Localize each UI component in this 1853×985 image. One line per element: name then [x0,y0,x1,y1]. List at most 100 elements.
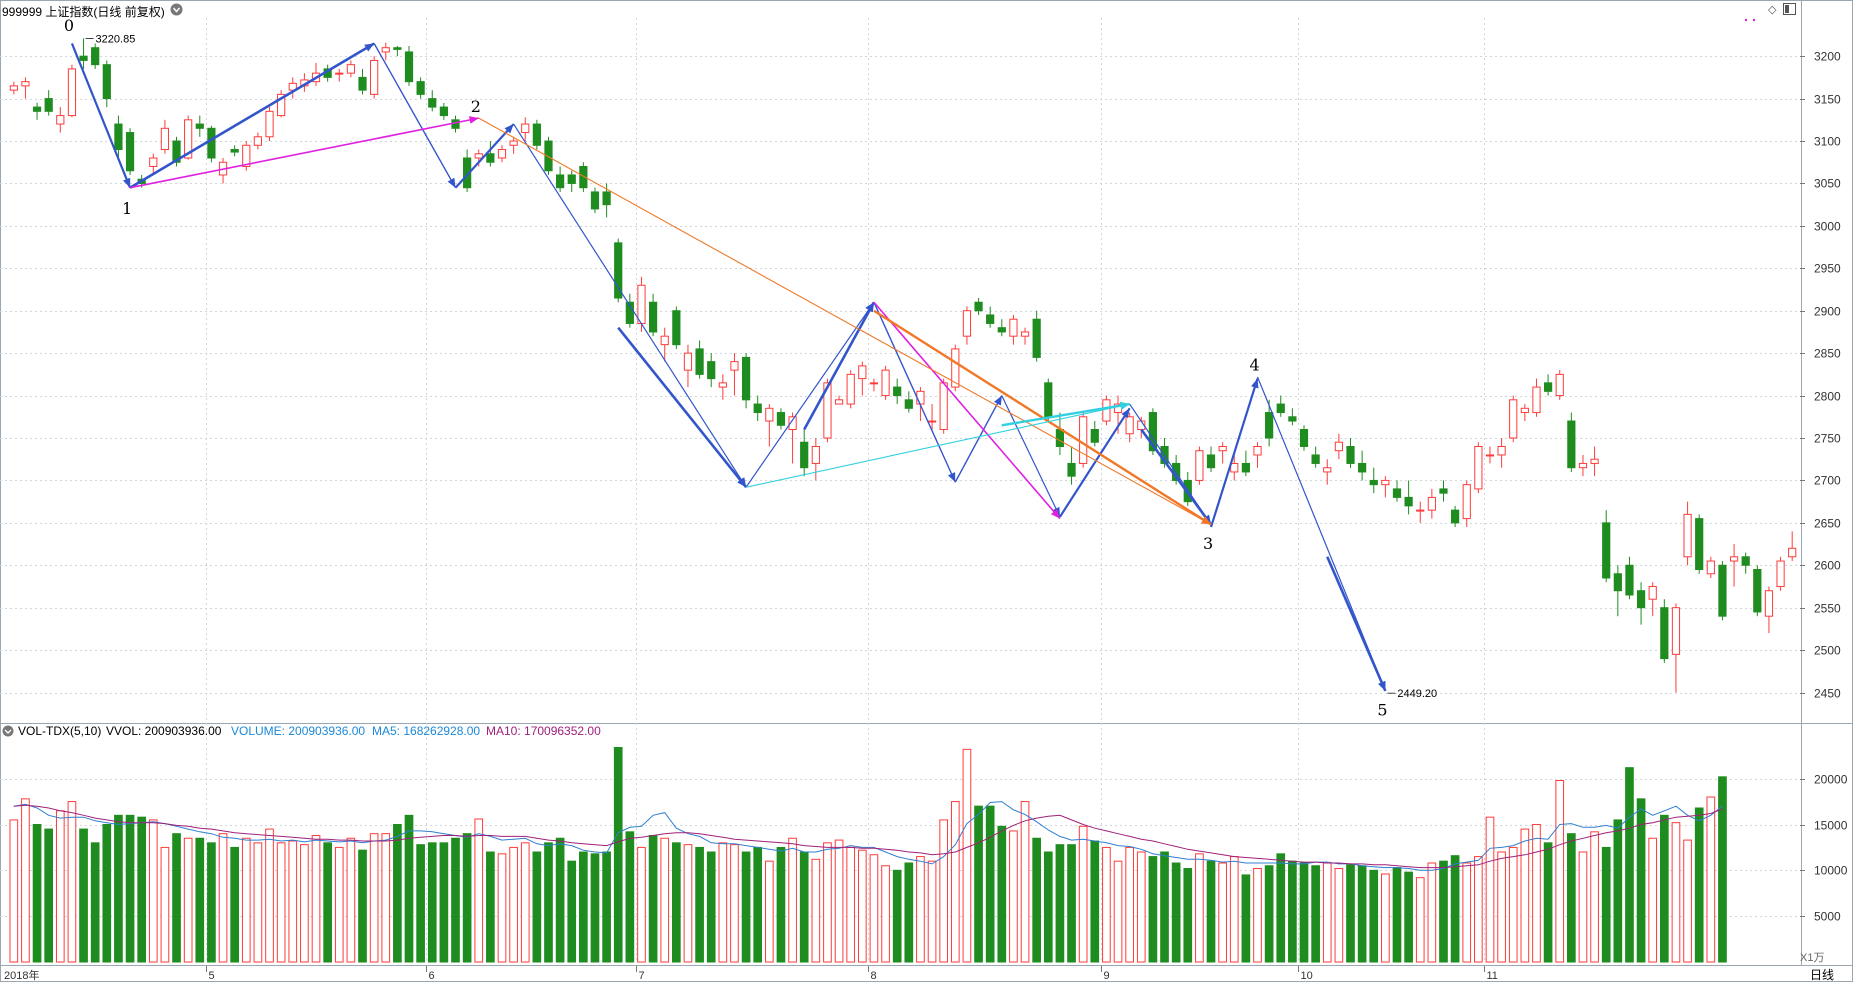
wave-arrowhead [1251,378,1259,389]
indicator-menu-icon[interactable] [2,725,14,740]
volume-bar [764,860,774,963]
volume-bar [427,842,437,963]
period-label[interactable]: 日线 [1810,968,1835,982]
wave-arrowhead [1121,408,1130,419]
candle-body [1543,382,1553,392]
candle-body [1067,462,1076,477]
wave-number-label: 1 [122,199,132,218]
candle-body [823,382,832,439]
candle-body [567,174,576,184]
volume-bar [474,818,484,963]
candle-body [1462,484,1471,520]
candle-body [927,420,937,423]
candle-body [1148,412,1158,452]
volume-bar [451,837,460,963]
volume-bar [927,860,937,963]
candle-body [614,242,623,299]
volume-tick-label: 15000 [1814,819,1848,833]
ma5-line [13,801,1723,871]
volume-bar [276,842,286,963]
wave-line [1001,395,1061,518]
candle-body [1323,467,1332,473]
volume-bar [881,865,890,963]
volume-bar [102,824,112,963]
candle-body [509,140,518,146]
volume-bar [660,837,670,963]
candle-body [277,93,286,117]
volume-bar [1404,871,1413,963]
volume-bar [1474,856,1483,963]
candle-body [1265,412,1274,439]
volume-bar [462,833,472,963]
candle-body [986,314,995,324]
candle-body [21,81,30,87]
volume-bar [950,801,960,963]
wave-arrowhead [1201,516,1212,525]
volume-bar [90,842,100,963]
volume-bar [997,825,1007,963]
volume-bar [1183,868,1193,963]
candle-body [1741,556,1750,566]
candle-body [730,361,739,371]
price-tick-label: 2550 [1814,602,1841,616]
volume-bar [265,828,274,963]
panel-toggle-icon[interactable] [1783,3,1796,18]
volume-bar [1055,844,1065,963]
candle-body [44,98,53,112]
wave-arrowhead [122,177,131,188]
candle-body [1636,590,1646,609]
candle-body [1776,560,1785,587]
candle-body [1532,386,1541,414]
volume-bar [1369,869,1379,963]
volume-bar [567,860,577,963]
volume-bar [1578,851,1588,963]
volume-bar [1450,855,1460,963]
price-tick-label: 2800 [1814,390,1841,404]
candle-body [637,284,646,324]
price-tick-label: 2450 [1814,687,1841,701]
diamond-icon[interactable]: ◇ [1768,4,1777,16]
volume-bar [1009,830,1018,963]
chevron-down-icon[interactable] [170,3,183,19]
volume-tick-label: 10000 [1814,864,1848,878]
candle-body [1416,509,1425,512]
price-tick-label: 2900 [1814,305,1841,319]
volume-bar [579,851,588,963]
candle-body [346,64,355,74]
price-tick-label: 3050 [1814,177,1841,191]
marker-dot [1744,18,1748,22]
candle-body [370,59,379,95]
volume-bar [1381,873,1390,963]
candle-body [1381,479,1390,486]
candle-body [1485,454,1495,457]
volume-bar [334,846,344,963]
volume-bar [904,862,914,963]
volume-bar [544,842,553,963]
candle-body [230,149,239,153]
candle-body [207,127,216,159]
candle-body [1625,564,1634,596]
volume-bar [416,844,425,963]
volume-bar [695,846,704,963]
wave-arrowhead [866,302,874,313]
volume-bar [939,819,949,963]
candle-body [1044,382,1053,418]
candle-body [1230,462,1239,473]
candle-body [1253,445,1262,456]
candle-body [474,153,483,159]
wave-line [745,403,1130,488]
candle-body [962,310,972,337]
volume-bar [776,846,786,963]
volume-bar [1439,860,1448,963]
wave-line [617,326,748,489]
volume-tick-label: 20000 [1814,773,1848,787]
volume-indicator-label[interactable]: VOL-TDX(5,10) [18,724,102,738]
candle-body [1567,420,1576,469]
candle-body [9,85,18,91]
candle-body [439,106,448,117]
volume-bar [1636,798,1646,963]
wave-line [454,123,515,189]
candle-body [1090,429,1099,443]
wave-line [873,301,956,483]
